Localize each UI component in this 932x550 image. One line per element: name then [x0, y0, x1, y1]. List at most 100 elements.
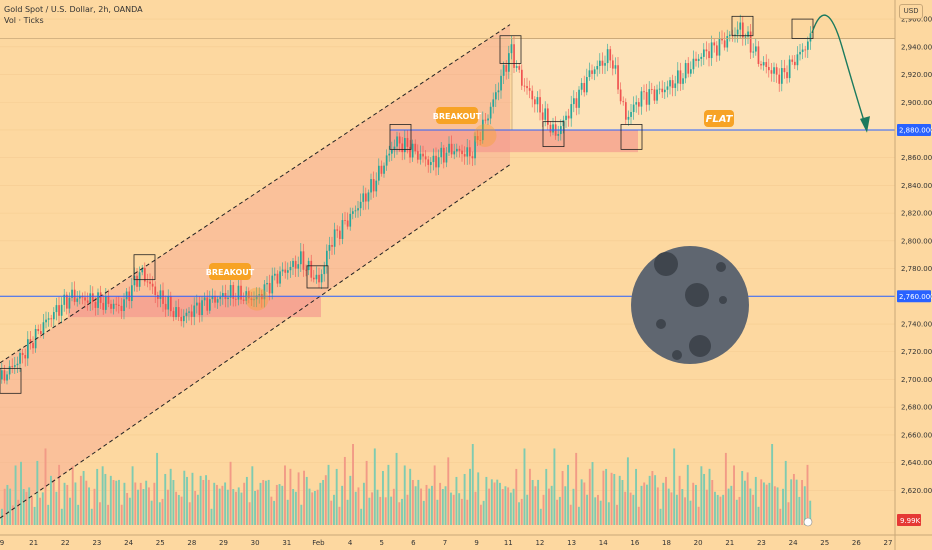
candle-body — [768, 66, 770, 71]
candle-body — [591, 70, 593, 74]
candle-body — [713, 42, 716, 46]
volume-legend[interactable]: Vol · Ticks — [4, 16, 44, 25]
volume-bar — [504, 486, 507, 525]
candle-body — [255, 295, 258, 300]
volume-bar — [44, 448, 47, 525]
volume-bar — [460, 498, 463, 525]
volume-bar — [346, 499, 349, 525]
candle-body — [497, 90, 500, 93]
volume-bar — [792, 473, 795, 525]
candle-body — [383, 165, 385, 174]
candle-body — [216, 299, 219, 303]
candle-body — [474, 136, 476, 159]
candle-body — [211, 296, 214, 300]
candle-body — [807, 41, 809, 50]
candle-body — [375, 180, 378, 192]
volume-bar — [79, 475, 82, 525]
volume-bar — [36, 460, 39, 525]
volume-bar — [28, 487, 31, 525]
price-tick-label: 2,720.000 — [901, 348, 932, 356]
candle-body — [73, 289, 76, 302]
volume-bar — [782, 488, 784, 525]
candle-body — [424, 156, 427, 160]
candle-body — [29, 339, 32, 343]
volume-bar — [610, 472, 613, 525]
volume-bar — [515, 468, 518, 525]
volume-bar — [749, 488, 752, 525]
volume-bar — [305, 476, 308, 525]
volume-bar — [528, 468, 531, 525]
candle-body — [601, 60, 604, 66]
candle-body — [765, 62, 768, 67]
candles — [1, 14, 812, 385]
candle-body — [237, 285, 240, 300]
candle-body — [619, 89, 622, 102]
volume-bar — [316, 489, 319, 525]
candle-body — [268, 282, 271, 294]
volume-bar — [471, 444, 474, 525]
candle-body — [664, 89, 666, 93]
volume-bar — [167, 489, 169, 525]
moon-crater — [689, 335, 711, 357]
price-axis[interactable]: 2,620.000 2,640.000 2,660.000 2,680.000 2,70… — [894, 0, 932, 550]
volume-bar — [618, 475, 621, 525]
volume-bar — [101, 466, 104, 525]
candle-body — [159, 290, 162, 299]
candle-body — [539, 97, 541, 113]
candle-body — [549, 124, 552, 133]
volume-bar — [262, 480, 265, 525]
event-icon — [803, 517, 813, 527]
candle-body — [89, 293, 92, 303]
price-tick-label: 2,900.000 — [901, 99, 932, 107]
candle-body — [762, 62, 765, 66]
volume-bar — [161, 498, 164, 525]
candle-body — [703, 49, 705, 57]
time-tick-label: 20 — [694, 539, 703, 547]
candle-body — [679, 70, 682, 84]
volume-bar — [779, 508, 782, 525]
annotation-badge — [704, 110, 734, 127]
candle-body — [786, 72, 788, 79]
volume-bar — [414, 486, 417, 525]
swing-box — [389, 124, 412, 150]
candle-body — [596, 65, 599, 70]
volume-bar — [156, 452, 159, 525]
symbol-title[interactable]: Gold Spot / U.S. Dollar, 2h, OANDA — [4, 5, 143, 14]
volume-bar — [313, 490, 316, 525]
candle-body — [463, 154, 466, 157]
volume-bar — [643, 482, 646, 525]
volume-bar — [417, 479, 420, 525]
candle-body — [359, 201, 362, 209]
volume-bar — [297, 472, 300, 525]
volume-bar — [730, 485, 733, 525]
volume-bar — [123, 482, 126, 525]
volume-bar — [569, 504, 572, 525]
candle-body — [58, 305, 60, 316]
candle-body — [565, 115, 567, 120]
candle-body — [164, 303, 167, 310]
volume-bar — [583, 482, 586, 525]
price-tick-label: 2,640.000 — [901, 459, 932, 467]
volume-bar — [120, 504, 123, 525]
volume-bar — [235, 491, 237, 525]
candle-body — [341, 220, 344, 239]
volume-bar — [210, 508, 213, 525]
volume-bar — [270, 496, 273, 525]
volume-bar — [22, 489, 25, 525]
candle-body — [8, 366, 11, 375]
currency-button[interactable]: USD — [899, 4, 923, 19]
candle-body — [630, 112, 632, 117]
candle-body — [528, 88, 531, 91]
volume-bar — [390, 496, 393, 525]
candle-body — [328, 244, 331, 251]
candle-body — [349, 213, 352, 227]
volume-bar — [773, 486, 776, 525]
candle-body — [250, 298, 253, 301]
volume-bar — [218, 488, 221, 525]
candle-body — [92, 293, 94, 303]
candle-body — [661, 88, 664, 93]
volume-bar — [537, 479, 540, 525]
time-axis[interactable]: 9 21 22 23 24 25 28 29 30 31 Feb 4 5 6 7 9 11 12 13 14 16 18 2… — [0, 534, 932, 547]
candle-body — [110, 303, 112, 309]
